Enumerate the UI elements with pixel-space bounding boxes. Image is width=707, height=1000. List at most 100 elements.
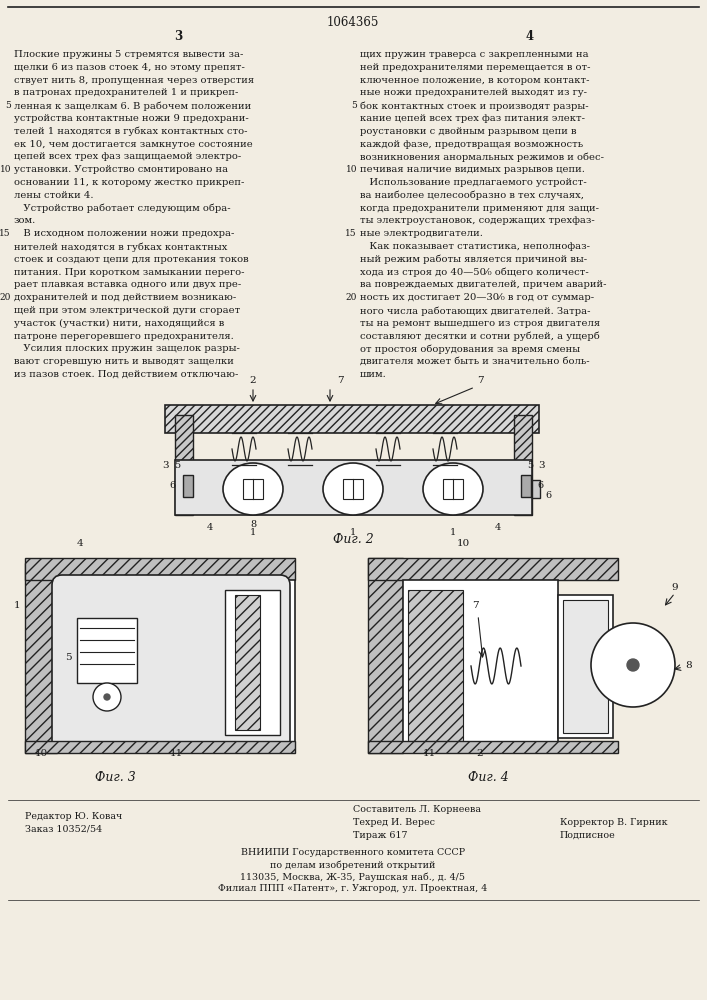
Text: 8: 8 [250,520,256,529]
Bar [25,741,295,753]
Text: 11: 11 [170,749,183,758]
Text: роустановки с двойным разрывом цепи в: роустановки с двойным разрывом цепи в [360,127,576,136]
Text: ВНИИПИ Государственного комитета СССР: ВНИИПИ Государственного комитета СССР [241,848,465,857]
Text: 5: 5 [174,460,180,470]
Text: стоек и создают цепи для протекания токов: стоек и создают цепи для протекания токо… [14,255,249,264]
Text: 5: 5 [527,460,533,470]
Text: Филиал ППП «Патент», г. Ужгород, ул. Проектная, 4: Филиал ППП «Патент», г. Ужгород, ул. Про… [218,884,488,893]
Text: Техред И. Верес: Техред И. Верес [353,818,435,827]
Text: каждой фазе, предотвращая возможность: каждой фазе, предотвращая возможность [360,140,583,149]
Text: ленная к защелкам 6. В рабочем положении: ленная к защелкам 6. В рабочем положении [14,101,251,111]
Text: 1: 1 [250,528,256,537]
Text: Составитель Л. Корнеева: Составитель Л. Корнеева [353,805,481,814]
Text: ный режим работы является причиной вы-: ный режим работы является причиной вы- [360,255,587,264]
Text: лены стойки 4.: лены стойки 4. [14,191,93,200]
Text: 11: 11 [423,749,436,758]
Text: Корректор В. Гирник: Корректор В. Гирник [560,818,667,827]
Text: Подписное: Подписное [560,831,616,840]
Bar [408,590,463,743]
Text: по делам изобретений открытий: по делам изобретений открытий [270,860,436,869]
Bar [368,741,618,753]
Bar [25,563,57,753]
Bar [25,558,295,580]
Text: 20: 20 [0,293,11,302]
Text: ней предохранителями перемещается в от-: ней предохранителями перемещается в от- [360,63,590,72]
Text: 5: 5 [351,101,357,110]
Text: печивая наличие видимых разрывов цепи.: печивая наличие видимых разрывов цепи. [360,165,585,174]
Circle shape [93,683,121,711]
Text: ты электроустановок, содержащих трехфаз-: ты электроустановок, содержащих трехфаз- [360,216,595,225]
Bar [368,558,618,580]
Text: 15: 15 [346,229,357,238]
Text: 4: 4 [207,523,213,532]
Bar [243,479,263,499]
Text: возникновения анормальных режимов и обес-: возникновения анормальных режимов и обес… [360,152,604,162]
Bar [225,590,280,735]
Text: 4: 4 [76,539,83,548]
Text: установки. Устройство смонтировано на: установки. Устройство смонтировано на [14,165,228,174]
Text: 9: 9 [671,584,677,592]
Text: 6: 6 [545,490,551,499]
Text: 5: 5 [65,653,71,662]
Text: 10: 10 [346,165,357,174]
Ellipse shape [423,463,483,515]
Text: 6: 6 [169,482,175,490]
Bar [57,580,295,745]
Text: Фиг. 4: Фиг. 4 [467,771,508,784]
Text: 10: 10 [0,165,11,174]
Text: основании 11, к которому жестко прикреп-: основании 11, к которому жестко прикреп- [14,178,245,187]
Text: нителей находятся в губках контактных: нителей находятся в губках контактных [14,242,228,251]
Text: 5: 5 [5,101,11,110]
Text: В исходном положении ножи предохра-: В исходном положении ножи предохра- [14,229,235,238]
Text: 3: 3 [538,460,544,470]
Text: ные электродвигатели.: ные электродвигатели. [360,229,483,238]
Bar [368,558,403,753]
Text: питания. При коротком замыкании перего-: питания. При коротком замыкании перего- [14,268,245,277]
Text: ты на ремонт вышедшего из строя двигателя: ты на ремонт вышедшего из строя двигател… [360,319,600,328]
Text: из пазов стоек. Под действием отключаю-: из пазов стоек. Под действием отключаю- [14,370,238,379]
Text: ва повреждаемых двигателей, причем аварий-: ва повреждаемых двигателей, причем авари… [360,280,607,289]
Text: 7: 7 [472,601,479,610]
Text: участок (участки) нити, находящийся в: участок (участки) нити, находящийся в [14,319,224,328]
Text: Усилия плоских пружин защелок разры-: Усилия плоских пружин защелок разры- [14,344,240,353]
Text: ключенное положение, в котором контакт-: ключенное положение, в котором контакт- [360,76,590,85]
Text: 4: 4 [495,523,501,532]
Text: 3: 3 [163,460,169,470]
Bar [563,600,608,733]
Text: устройства контактные ножи 9 предохрани-: устройства контактные ножи 9 предохрани- [14,114,249,123]
Text: зом.: зом. [14,216,36,225]
Bar [175,460,532,515]
Text: 6: 6 [537,482,543,490]
Text: Фиг. 3: Фиг. 3 [95,771,135,784]
Bar [183,475,193,497]
Circle shape [627,659,639,671]
Text: в патронах предохранителей 1 и прикреп-: в патронах предохранителей 1 и прикреп- [14,88,238,97]
Text: щелки 6 из пазов стоек 4, но этому препят-: щелки 6 из пазов стоек 4, но этому препя… [14,63,245,72]
Text: 113035, Москва, Ж-35, Раушская наб., д. 4/5: 113035, Москва, Ж-35, Раушская наб., д. … [240,872,465,882]
Bar [235,595,260,730]
Bar [514,415,532,515]
Text: 1: 1 [350,528,356,537]
Text: Использование предлагаемого устройст-: Использование предлагаемого устройст- [360,178,587,187]
Text: Устройство работает следующим обра-: Устройство работает следующим обра- [14,204,230,213]
Text: Как показывает статистика, неполнофаз-: Как показывает статистика, неполнофаз- [360,242,590,251]
Bar [403,580,558,753]
Text: бок контактных стоек и производят разры-: бок контактных стоек и производят разры- [360,101,589,111]
Bar [558,595,613,738]
Text: кание цепей всех трех фаз питания элект-: кание цепей всех трех фаз питания элект- [360,114,585,123]
Ellipse shape [223,463,283,515]
Text: 10: 10 [457,539,469,548]
Text: ного числа работающих двигателей. Затра-: ного числа работающих двигателей. Затра- [360,306,590,316]
Text: вают сгоревшую нить и выводят защелки: вают сгоревшую нить и выводят защелки [14,357,234,366]
Text: 7: 7 [477,376,484,385]
Text: Редактор Ю. Ковач: Редактор Ю. Ковач [25,812,122,821]
Circle shape [104,694,110,700]
Text: рает плавкая вставка одного или двух пре-: рает плавкая вставка одного или двух пре… [14,280,241,289]
Text: телей 1 находятся в губках контактных сто-: телей 1 находятся в губках контактных ст… [14,127,247,136]
Text: щих пружин траверса с закрепленными на: щих пружин траверса с закрепленными на [360,50,589,59]
Text: когда предохранители применяют для защи-: когда предохранители применяют для защи- [360,204,599,213]
Text: 7: 7 [337,376,344,385]
Text: ствует нить 8, пропущенная через отверстия: ствует нить 8, пропущенная через отверст… [14,76,254,85]
Text: ность их достигает 20—30⁄₀ в год от суммар-: ность их достигает 20—30⁄₀ в год от сумм… [360,293,594,302]
Text: цепей всех трех фаз защищаемой электро-: цепей всех трех фаз защищаемой электро- [14,152,241,161]
